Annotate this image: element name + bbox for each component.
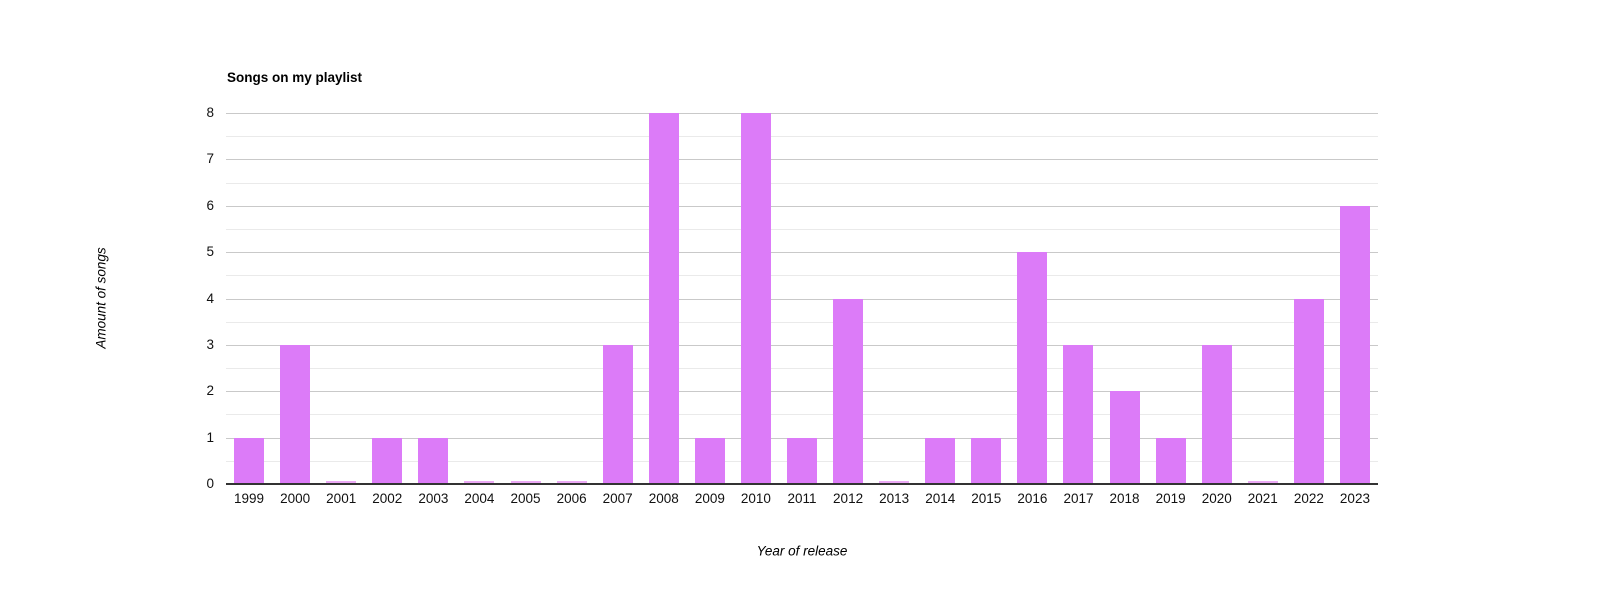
bar-2021 bbox=[1247, 481, 1278, 484]
x-tick-2002: 2002 bbox=[372, 491, 403, 506]
bar-2012 bbox=[833, 298, 864, 484]
x-tick-2016: 2016 bbox=[1017, 491, 1048, 506]
bar-2020 bbox=[1201, 344, 1232, 484]
gridline-major-4 bbox=[226, 298, 1378, 300]
x-tick-2010: 2010 bbox=[740, 491, 771, 506]
bar-2014 bbox=[925, 437, 956, 484]
bar-2006 bbox=[556, 481, 587, 484]
x-tick-2014: 2014 bbox=[925, 491, 956, 506]
bar-2016 bbox=[1017, 252, 1048, 484]
x-tick-2021: 2021 bbox=[1247, 491, 1278, 506]
x-tick-2012: 2012 bbox=[833, 491, 864, 506]
x-tick-2011: 2011 bbox=[787, 491, 817, 506]
y-axis-title: Amount of songs bbox=[93, 247, 109, 349]
x-tick-labels: 1999 2000 2001 2002 2003 2004 2005 2006 2007 2008… bbox=[226, 491, 1378, 509]
bar-2013 bbox=[879, 481, 910, 484]
bar-2009 bbox=[694, 437, 725, 484]
y-tick-3: 3 bbox=[206, 336, 214, 352]
bar-2007 bbox=[602, 344, 633, 484]
x-tick-2001: 2001 bbox=[326, 491, 357, 506]
x-tick-2000: 2000 bbox=[280, 491, 311, 506]
x-axis-baseline bbox=[226, 483, 1378, 485]
bar-2023 bbox=[1339, 205, 1370, 484]
y-tick-1: 1 bbox=[206, 429, 214, 445]
x-tick-2003: 2003 bbox=[418, 491, 449, 506]
y-tick-6: 6 bbox=[206, 197, 214, 213]
x-tick-2009: 2009 bbox=[694, 491, 725, 506]
x-tick-2008: 2008 bbox=[648, 491, 679, 506]
x-tick-2022: 2022 bbox=[1293, 491, 1324, 506]
bar-2005 bbox=[510, 481, 541, 484]
plot-area bbox=[226, 113, 1378, 485]
y-tick-0: 0 bbox=[206, 476, 214, 491]
bar-2002 bbox=[372, 437, 403, 484]
bar-2010 bbox=[740, 113, 771, 484]
y-tick-5: 5 bbox=[206, 244, 214, 260]
x-tick-1999: 1999 bbox=[234, 491, 265, 506]
gridline-minor-5.5 bbox=[226, 228, 1378, 230]
x-tick-2013: 2013 bbox=[879, 491, 910, 506]
x-tick-2020: 2020 bbox=[1201, 491, 1232, 506]
gridline-major-2 bbox=[226, 391, 1378, 393]
bar-2019 bbox=[1155, 437, 1186, 484]
bar-2008 bbox=[648, 113, 679, 484]
bar-2004 bbox=[464, 481, 495, 484]
gridline-minor-3.5 bbox=[226, 321, 1378, 323]
y-tick-labels: 0 1 2 3 4 5 6 7 8 bbox=[150, 105, 214, 491]
gridline-minor-4.5 bbox=[226, 275, 1378, 277]
x-tick-2023: 2023 bbox=[1339, 491, 1370, 506]
bar-2001 bbox=[326, 481, 357, 484]
gridline-major-8 bbox=[226, 113, 1378, 114]
bar-1999 bbox=[234, 437, 265, 484]
y-tick-4: 4 bbox=[206, 290, 214, 306]
bar-2022 bbox=[1293, 298, 1324, 484]
bar-2018 bbox=[1109, 391, 1140, 484]
bar-2015 bbox=[971, 437, 1002, 484]
bar-2000 bbox=[280, 344, 311, 484]
gridline-major-3 bbox=[226, 344, 1378, 346]
gridline-minor-2.5 bbox=[226, 368, 1378, 370]
x-tick-2005: 2005 bbox=[510, 491, 541, 506]
gridline-major-7 bbox=[226, 159, 1378, 161]
y-tick-2: 2 bbox=[206, 383, 214, 399]
y-tick-8: 8 bbox=[206, 105, 214, 120]
gridline-minor-7.5 bbox=[226, 136, 1378, 138]
gridline-minor-6.5 bbox=[226, 182, 1378, 184]
x-tick-2004: 2004 bbox=[464, 491, 495, 506]
bar-2017 bbox=[1063, 344, 1094, 484]
x-axis-title: Year of release bbox=[756, 543, 848, 559]
gridline-major-6 bbox=[226, 205, 1378, 207]
x-tick-2015: 2015 bbox=[971, 491, 1002, 506]
gridline-minor-1.5 bbox=[226, 414, 1378, 416]
bar-2003 bbox=[418, 437, 449, 484]
bar-2011 bbox=[787, 437, 817, 484]
x-tick-2018: 2018 bbox=[1109, 491, 1140, 506]
x-tick-2019: 2019 bbox=[1155, 491, 1186, 506]
gridline-major-5 bbox=[226, 252, 1378, 254]
y-tick-7: 7 bbox=[206, 151, 214, 167]
x-tick-2006: 2006 bbox=[556, 491, 587, 506]
chart-title: Songs on my playlist bbox=[227, 70, 363, 85]
x-tick-2007: 2007 bbox=[602, 491, 633, 506]
x-tick-2017: 2017 bbox=[1063, 491, 1094, 506]
